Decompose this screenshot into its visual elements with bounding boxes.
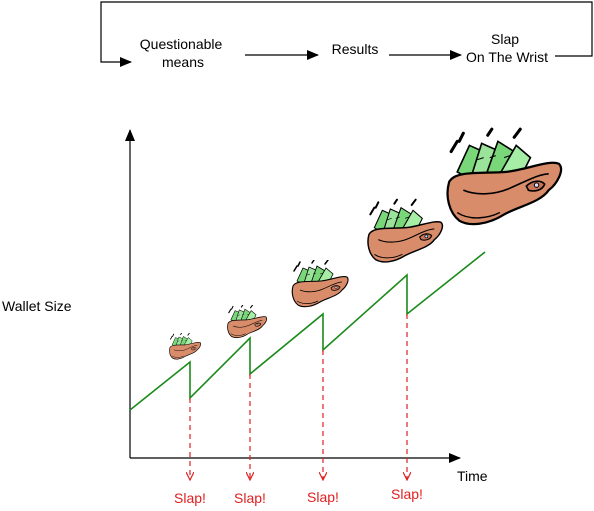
slap-label-4: Slap! — [391, 486, 423, 502]
flow-step3-line2: On The Wrist — [466, 49, 548, 65]
wallet-size-line — [129, 251, 486, 411]
slap-markers: Slap! Slap! Slap! Slap! — [174, 314, 423, 506]
flow-step-results: Results — [332, 41, 379, 57]
slap-label-2: Slap! — [234, 490, 266, 506]
wallet-icon-3 — [291, 260, 349, 308]
wallet-icon-4 — [366, 198, 444, 263]
y-axis-label: Wallet Size — [2, 298, 72, 314]
process-flow: Questionable means Results Slap On The W… — [100, 1, 593, 70]
flow-step3-line1: Slap — [491, 31, 519, 47]
axes: Wallet Size Time — [2, 129, 488, 484]
wallet-illustrations — [169, 127, 563, 360]
x-axis-label: Time — [457, 468, 488, 484]
flow-step1-line2: means — [162, 54, 204, 70]
flow-step-questionable-means: Questionable means — [140, 36, 226, 70]
wallet-icon-2 — [227, 305, 268, 339]
wallet-icon-5 — [445, 127, 563, 226]
flow-step1-line1: Questionable — [140, 36, 223, 52]
wallet-icon-1 — [169, 333, 202, 360]
slap-label-3: Slap! — [307, 489, 339, 505]
slap-label-1: Slap! — [174, 490, 206, 506]
feedback-loop-line — [100, 1, 593, 67]
flow-step-slap-on-the-wrist: Slap On The Wrist — [466, 31, 548, 65]
